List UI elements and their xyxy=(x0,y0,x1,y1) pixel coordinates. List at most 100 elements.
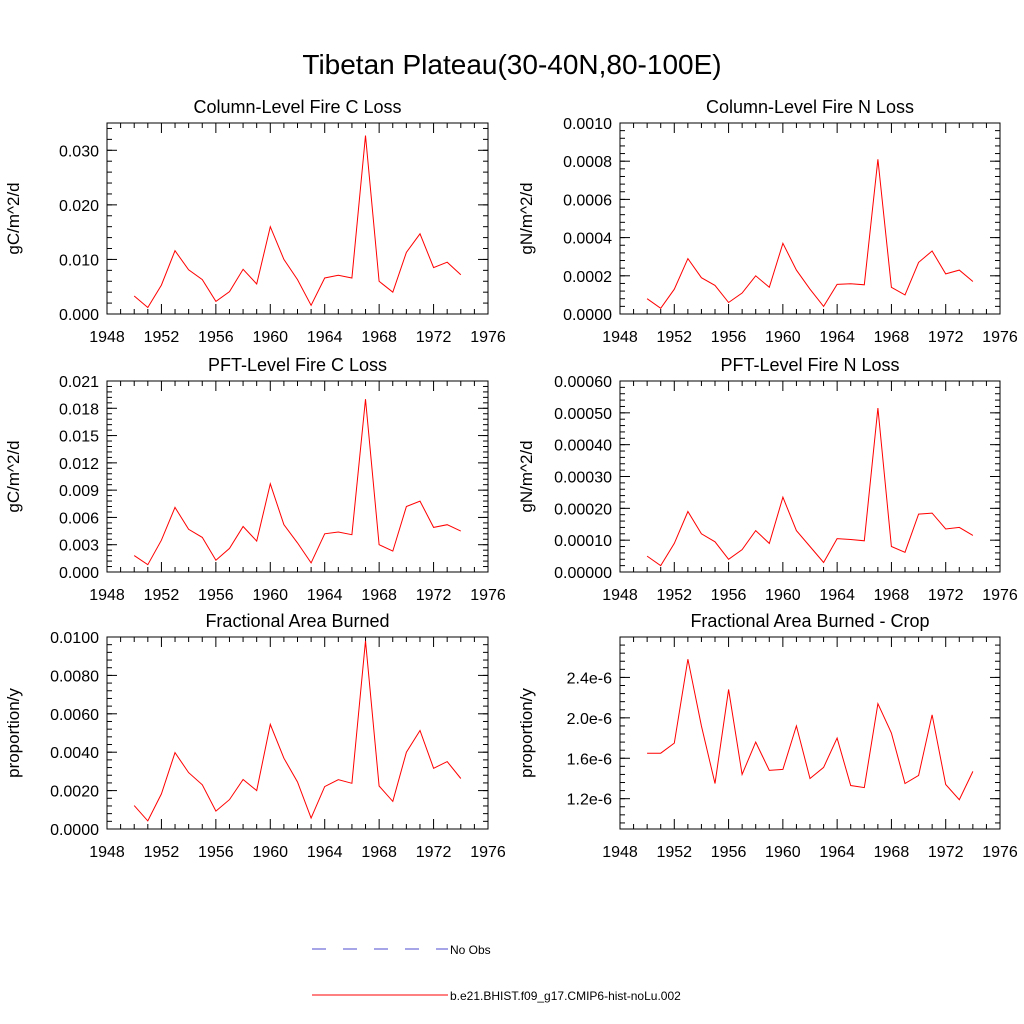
y-axis-label: gC/m^2/d xyxy=(4,440,23,512)
x-tick-label: 1976 xyxy=(982,329,1018,346)
plot-frame xyxy=(619,380,1001,573)
x-tick-label: 1956 xyxy=(711,844,747,861)
panel-title: PFT-Level Fire N Loss xyxy=(720,355,899,375)
x-tick-label: 1952 xyxy=(144,587,180,604)
y-tick-label: 0.0000 xyxy=(563,307,612,324)
x-tick-label: 1964 xyxy=(307,844,343,861)
x-tick-label: 1968 xyxy=(361,329,397,346)
y-tick-label: 0.010 xyxy=(59,252,99,269)
x-tick-label: 1948 xyxy=(602,329,638,346)
x-tick-label: 1972 xyxy=(416,587,452,604)
panel-6: Fractional Area Burned - Crop proportion/… xyxy=(517,611,1018,861)
x-tick-label: 1948 xyxy=(89,844,125,861)
y-tick-label: 0.00020 xyxy=(554,501,612,518)
legend: No Obs b.e21.BHIST.f09_g17.CMIP6-hist-no… xyxy=(312,943,681,1003)
x-tick-label: 1960 xyxy=(765,329,801,346)
panel-title: Fractional Area Burned xyxy=(205,611,389,631)
y-tick-label: 0.00040 xyxy=(554,438,612,455)
panels: Column-Level Fire C Loss gC/m^2/d 1948 1952… xyxy=(4,97,1018,861)
y-axis-label: gN/m^2/d xyxy=(517,182,536,254)
x-tick-label: 1964 xyxy=(819,587,855,604)
x-tick-label: 1976 xyxy=(470,329,506,346)
y-axis-label: proportion/y xyxy=(4,688,23,778)
x-tick-label: 1952 xyxy=(656,844,692,861)
y-axis-label: gN/m^2/d xyxy=(517,440,536,512)
x-tick-label: 1956 xyxy=(198,329,234,346)
y-tick-label: 0.0002 xyxy=(563,269,612,286)
x-tick-label: 1972 xyxy=(928,329,964,346)
panel-3: PFT-Level Fire C Loss gC/m^2/d 1948 1952 195… xyxy=(4,355,506,604)
panel-title: Fractional Area Burned - Crop xyxy=(690,611,929,631)
y-tick-label: 0.00030 xyxy=(554,470,612,487)
panel-title: Column-Level Fire C Loss xyxy=(193,97,401,117)
y-tick-label: 0.006 xyxy=(59,510,99,527)
y-tick-label: 2.4e-6 xyxy=(567,670,612,687)
x-tick-label: 1960 xyxy=(252,587,288,604)
panel-1: Column-Level Fire C Loss gC/m^2/d 1948 1952… xyxy=(4,97,506,346)
x-tick-label: 1960 xyxy=(252,844,288,861)
y-tick-label: 0.000 xyxy=(59,565,99,582)
x-tick-label: 1972 xyxy=(416,844,452,861)
y-tick-label: 0.015 xyxy=(59,429,99,446)
x-tick-label: 1956 xyxy=(711,587,747,604)
x-tick-label: 1948 xyxy=(602,587,638,604)
y-tick-label: 0.003 xyxy=(59,538,99,555)
series-line xyxy=(646,159,974,309)
x-tick-label: 1952 xyxy=(144,844,180,861)
y-tick-label: 0.018 xyxy=(59,401,99,418)
y-tick-label: 0.020 xyxy=(59,198,99,215)
x-tick-label: 1956 xyxy=(198,587,234,604)
panel-2: Column-Level Fire N Loss gN/m^2/d 1948 1952… xyxy=(517,97,1018,346)
y-tick-label: 0.012 xyxy=(59,456,99,473)
x-tick-label: 1972 xyxy=(416,329,452,346)
series-line xyxy=(133,399,462,566)
x-tick-label: 1952 xyxy=(656,587,692,604)
y-tick-label: 0.00000 xyxy=(554,565,612,582)
x-tick-label: 1972 xyxy=(928,844,964,861)
x-tick-label: 1968 xyxy=(361,587,397,604)
y-tick-label: 0.0000 xyxy=(50,822,99,839)
x-tick-label: 1956 xyxy=(711,329,747,346)
x-tick-label: 1976 xyxy=(470,844,506,861)
y-axis-label: gC/m^2/d xyxy=(4,182,23,254)
legend-label-model: b.e21.BHIST.f09_g17.CMIP6-hist-noLu.002 xyxy=(450,989,681,1003)
y-tick-label: 0.000 xyxy=(59,307,99,324)
y-axis-label: proportion/y xyxy=(517,688,536,778)
x-tick-label: 1948 xyxy=(89,329,125,346)
series-line xyxy=(133,640,462,822)
y-tick-label: 0.0006 xyxy=(563,192,612,209)
y-tick-label: 0.0080 xyxy=(50,668,99,685)
x-tick-label: 1968 xyxy=(874,329,910,346)
y-tick-label: 0.0008 xyxy=(563,154,612,171)
x-tick-label: 1976 xyxy=(982,844,1018,861)
panel-title: PFT-Level Fire C Loss xyxy=(208,355,387,375)
x-tick-label: 1960 xyxy=(252,329,288,346)
y-tick-label: 0.0004 xyxy=(563,231,612,248)
panel-5: Fractional Area Burned proportion/y 1948 19… xyxy=(4,611,506,861)
x-tick-label: 1960 xyxy=(765,587,801,604)
x-tick-label: 1948 xyxy=(89,587,125,604)
x-tick-label: 1960 xyxy=(765,844,801,861)
legend-label-no-obs: No Obs xyxy=(450,943,491,957)
x-tick-label: 1968 xyxy=(874,587,910,604)
series-line xyxy=(647,659,974,801)
panel-title: Column-Level Fire N Loss xyxy=(706,97,914,117)
y-tick-label: 2.0e-6 xyxy=(567,711,612,728)
plot-frame xyxy=(106,636,489,830)
x-tick-label: 1956 xyxy=(198,844,234,861)
x-tick-label: 1976 xyxy=(982,587,1018,604)
y-tick-label: 0.00050 xyxy=(554,406,612,423)
panel-4: PFT-Level Fire N Loss gN/m^2/d 1948 1952 195… xyxy=(517,355,1018,604)
plot-frame xyxy=(106,122,489,315)
y-tick-label: 1.2e-6 xyxy=(567,792,612,809)
x-tick-label: 1952 xyxy=(656,329,692,346)
y-tick-label: 0.030 xyxy=(59,143,99,160)
figure-title: Tibetan Plateau(30-40N,80-100E) xyxy=(302,49,721,80)
plot-frame xyxy=(619,636,1001,830)
y-tick-label: 0.021 xyxy=(59,374,99,391)
y-tick-label: 0.0060 xyxy=(50,707,99,724)
x-tick-label: 1964 xyxy=(819,844,855,861)
x-tick-label: 1948 xyxy=(602,844,638,861)
x-tick-label: 1952 xyxy=(144,329,180,346)
